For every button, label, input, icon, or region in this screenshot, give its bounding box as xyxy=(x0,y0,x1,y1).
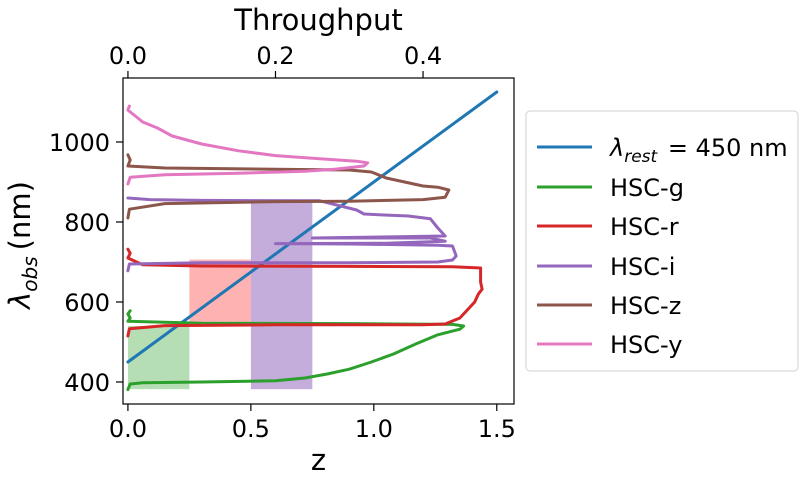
top-axis-label: Throughput xyxy=(233,3,402,37)
y-axis-label-unit: (nm) xyxy=(3,181,37,250)
x-tick-label: 0.5 xyxy=(232,415,270,443)
plot-frame xyxy=(122,77,515,405)
top-x-tick-label: 0.2 xyxy=(256,42,294,70)
x-axis-label: z xyxy=(311,443,326,477)
x-tick-label: 0.0 xyxy=(109,415,147,443)
x-tick-label: 1.5 xyxy=(478,415,516,443)
legend-box xyxy=(525,110,799,372)
y-tick-label: 400 xyxy=(64,369,110,397)
shaded-region-3 xyxy=(250,200,313,390)
y-tick-label: 600 xyxy=(64,289,110,317)
series-line-hsc-g xyxy=(126,309,466,392)
y-axis-label-sub: obs xyxy=(18,256,42,291)
x-tick-label: 1.0 xyxy=(355,415,393,443)
series-lines xyxy=(126,90,499,392)
legend-label-hsc-g: HSC-g xyxy=(610,174,684,202)
legend: λrest = 450 nm HSC-g HSC-r HSC-i HSC-z HSC-y xyxy=(525,110,799,372)
series-line-rest-frame xyxy=(126,90,499,364)
y-axis-label: λobs (nm) xyxy=(3,181,42,311)
y-tick-label: 1000 xyxy=(49,129,110,157)
legend-label-hsc-z: HSC-z xyxy=(610,292,681,320)
y-axis-label-main: λ xyxy=(3,292,37,311)
top-x-tick-label: 0.0 xyxy=(109,42,147,70)
shaded-region-1 xyxy=(127,326,190,390)
series-line-hsc-z xyxy=(126,153,451,220)
legend-label-hsc-r: HSC-r xyxy=(610,213,679,241)
legend-label-hsc-y: HSC-y xyxy=(610,331,682,359)
legend-label-hsc-i: HSC-i xyxy=(610,253,675,281)
y-tick-label: 800 xyxy=(64,209,110,237)
axis-ticks: 0.0 0.5 1.0 1.5 400 600 800 1000 0.0 0.2 0.4 xyxy=(49,42,516,443)
top-x-tick-label: 0.4 xyxy=(404,42,442,70)
series-line-hsc-y xyxy=(126,104,370,186)
legend-label-rest-frame: λrest = 450 nm xyxy=(608,134,788,167)
series-line-hsc-i xyxy=(126,196,458,273)
